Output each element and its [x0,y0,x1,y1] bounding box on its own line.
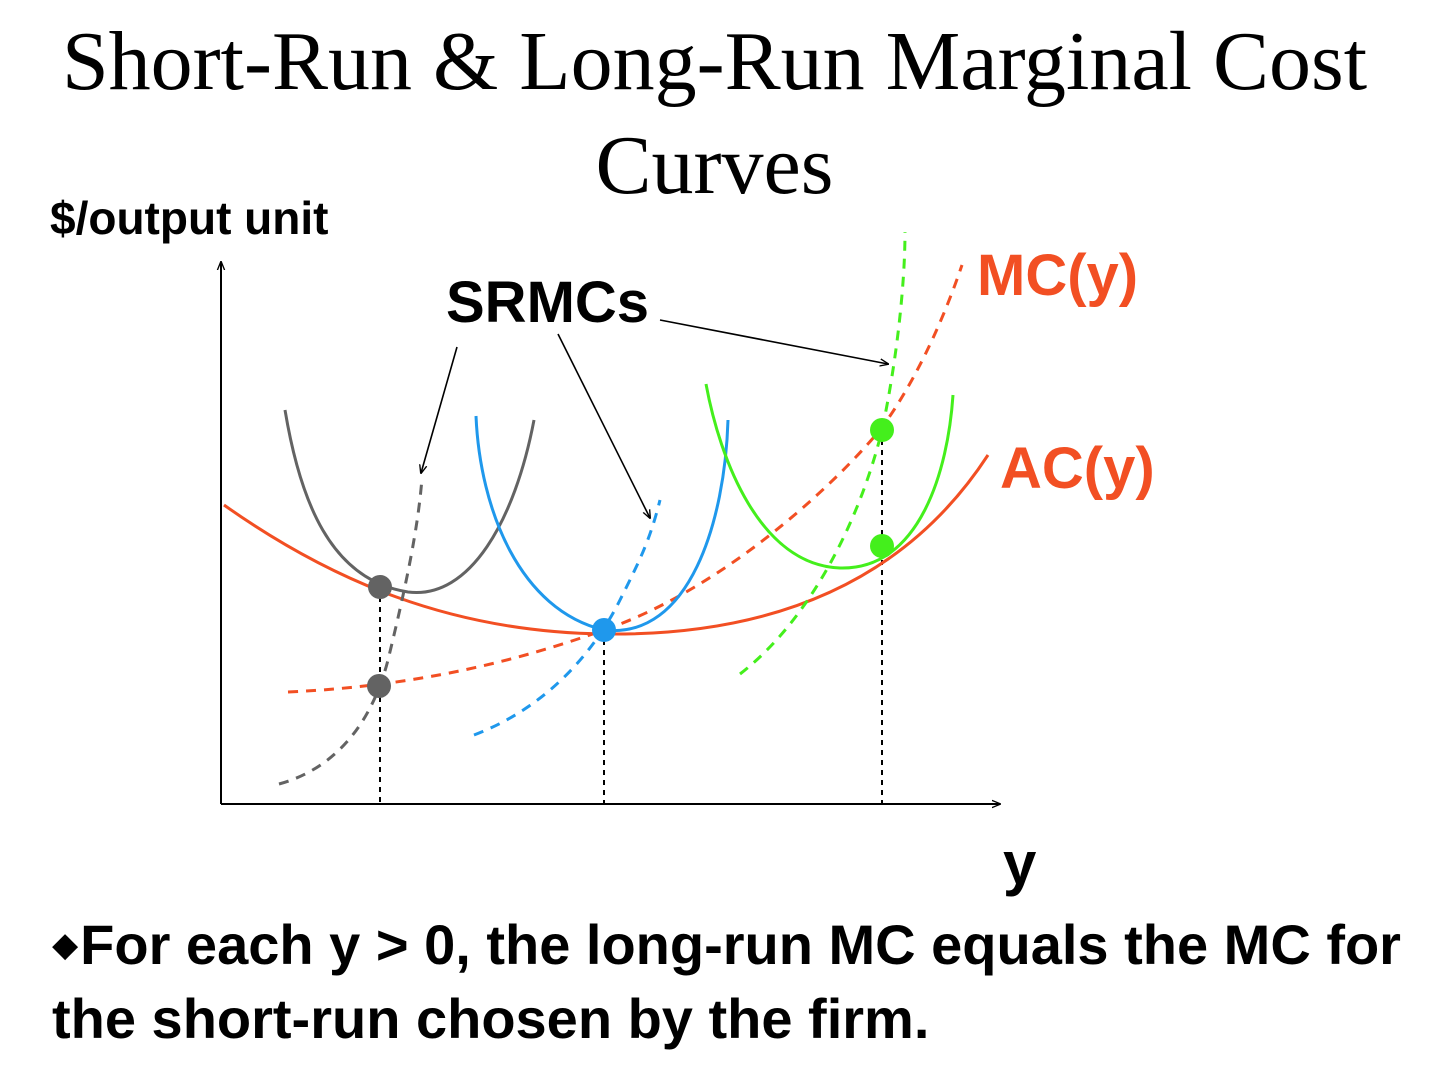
point-grey-mc [367,674,391,698]
point-green-ac [870,534,894,558]
pointer-arrow-green [659,319,888,364]
srac-curve-green [704,383,955,570]
x-axis-label: y [1003,830,1037,897]
pointer-arrow-blue [557,333,650,518]
slide-title-line-1: Short-Run & Long-Run Marginal Cost [61,15,1368,108]
pointer-arrow-grey [421,346,458,473]
point-blue [592,618,616,642]
y-axis-label: $/output unit [50,192,328,244]
srac-curve-blue [474,415,730,632]
slide-title-line-2: Curves [595,119,834,212]
mc-curve-label: MC(y) [977,243,1138,308]
ac-curve-label: AC(y) [1000,436,1155,501]
srmc-curve-blue [473,499,662,737]
bullet-text: For each y > 0, the long-run MC equals t… [52,913,1401,1050]
point-green-mc [870,418,894,442]
slide-title: Short-Run & Long-Run Marginal Cost Curve… [0,10,1429,218]
bullet-point: ◆For each y > 0, the long-run MC equals … [52,908,1412,1056]
srmc-curve-grey [278,477,424,786]
bullet-diamond-icon: ◆ [52,926,79,964]
point-grey-ac [368,575,392,599]
srmc-curve-green [739,231,907,676]
mc-curve [287,264,964,694]
srmcs-label: SRMCs [446,270,649,335]
srac-curve-grey [283,409,536,595]
